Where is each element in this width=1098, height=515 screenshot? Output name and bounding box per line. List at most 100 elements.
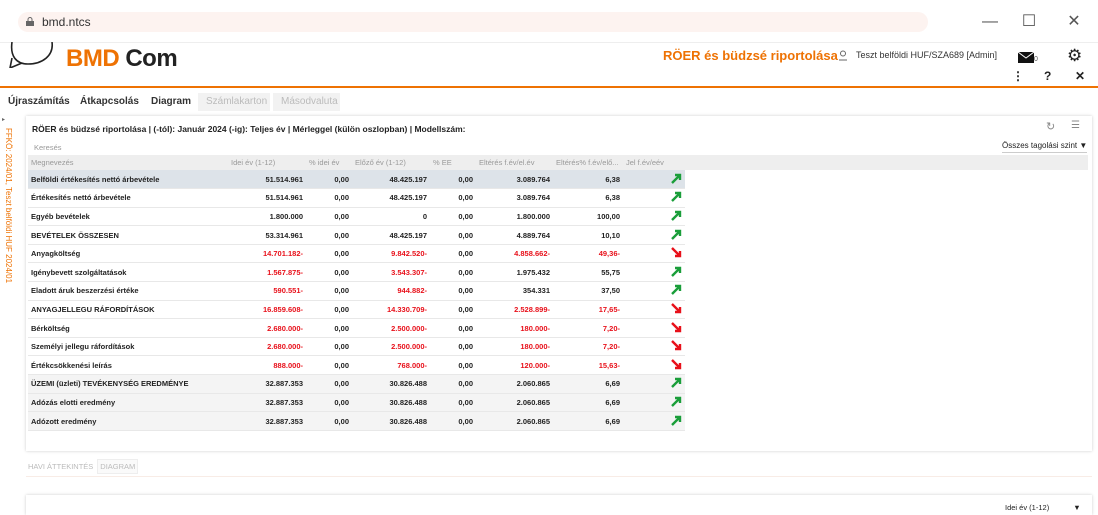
- diagram-button[interactable]: Diagram: [151, 96, 192, 107]
- switch-button[interactable]: Átkapcsolás: [80, 96, 139, 107]
- expand-arrow-icon[interactable]: ▸: [2, 117, 6, 123]
- cell-value: 0,00: [430, 374, 476, 394]
- search-input[interactable]: Keresés: [34, 143, 62, 152]
- row-label: ÜZEMI (üzleti) TEVÉKENYSÉG EREDMÉNYE: [28, 374, 228, 394]
- header-divider: [0, 86, 1098, 88]
- column-header[interactable]: Eltérés% f.év/elő...: [556, 158, 619, 167]
- tab-diagram[interactable]: DIAGRAM: [97, 459, 139, 474]
- trend-up-icon: [623, 170, 685, 190]
- table-row[interactable]: Adózás elotti eredmény 32.887.353 0,00 30.8…: [28, 393, 685, 413]
- list-icon[interactable]: ☰: [1071, 120, 1080, 131]
- cell-value: 0,00: [430, 207, 476, 227]
- cell-value: 3.089.764: [476, 170, 553, 190]
- close-app-icon[interactable]: ✕: [1075, 69, 1086, 83]
- cell-value: 180.000-: [476, 318, 553, 338]
- table-row[interactable]: Személyi jellegu ráfordítások 2.680.000- 0…: [28, 337, 685, 357]
- tab-monthly-overview[interactable]: HAVI ÁTTEKINTÉS: [28, 462, 94, 471]
- column-header[interactable]: Megnevezés: [31, 158, 74, 167]
- trend-down-icon: [623, 300, 685, 320]
- row-label: Értékcsökkenési leírás: [28, 355, 228, 376]
- account-card-button[interactable]: Számlakarton: [198, 93, 270, 111]
- cell-value: 0,00: [306, 244, 352, 264]
- cell-value: 49,36-: [553, 244, 623, 264]
- cell-value: 16.859.608-: [228, 300, 306, 320]
- cell-value: 0,00: [306, 207, 352, 227]
- refresh-icon[interactable]: ↻: [1046, 121, 1056, 133]
- more-vertical-icon[interactable]: ⋮: [1012, 69, 1024, 83]
- mail-icon: [1017, 51, 1035, 63]
- column-header[interactable]: Idei év (1-12): [231, 158, 276, 167]
- help-icon[interactable]: ?: [1044, 69, 1052, 83]
- cell-value: 6,38: [553, 170, 623, 190]
- cell-value: 6,38: [553, 188, 623, 208]
- table-row[interactable]: Eladott áruk beszerzési értéke 590.551- 0,…: [28, 281, 685, 301]
- cell-value: 0,00: [430, 393, 476, 413]
- row-label: ANYAGJELLEGU RÁFORDÍTÁSOK: [28, 300, 228, 320]
- trend-up-icon: [623, 207, 685, 227]
- cell-value: 0,00: [306, 225, 352, 245]
- row-label: Igénybevett szolgáltatások: [28, 262, 228, 283]
- cell-value: 2.528.899-: [476, 300, 553, 320]
- cell-value: 14.701.182-: [228, 244, 306, 264]
- cell-value: 48.425.197: [352, 188, 430, 208]
- row-label: Eladott áruk beszerzési értéke: [28, 281, 228, 301]
- column-header[interactable]: % idei év: [309, 158, 340, 167]
- cell-value: 0,00: [430, 337, 476, 357]
- address-bar[interactable]: bmd.ntcs: [18, 12, 928, 32]
- table-row[interactable]: Belföldi értékesítés nettó árbevétele 51.…: [28, 170, 685, 190]
- table-row[interactable]: Értékcsökkenési leírás 888.000- 0,00 768.00…: [28, 355, 685, 376]
- row-label: Bérköltség: [28, 318, 228, 338]
- table-row[interactable]: Igénybevett szolgáltatások 1.567.875- 0,00…: [28, 262, 685, 283]
- cell-value: 2.680.000-: [228, 318, 306, 338]
- row-label: Adózott eredmény: [28, 411, 228, 431]
- close-window-button[interactable]: ✕: [1067, 13, 1081, 30]
- column-header[interactable]: % EE: [433, 158, 452, 167]
- level-select[interactable]: Összes tagolási szint ▼: [1002, 139, 1088, 153]
- cell-value: 6,69: [553, 393, 623, 413]
- trend-up-icon: [623, 262, 685, 283]
- row-label: BEVÉTELEK ÖSSZESEN: [28, 225, 228, 245]
- mail-button[interactable]: 0: [1017, 50, 1038, 68]
- cell-value: 0,00: [306, 337, 352, 357]
- cell-value: 768.000-: [352, 355, 430, 376]
- cell-value: 1.567.875-: [228, 262, 306, 283]
- row-label: Egyéb bevételek: [28, 207, 228, 227]
- maximize-button[interactable]: ☐: [1021, 13, 1037, 30]
- table-row[interactable]: Bérköltség 2.680.000- 0,00 2.500.000- 0,00 18…: [28, 318, 685, 338]
- chart-panel: [26, 495, 1092, 515]
- table-row[interactable]: Értékesítés nettó árbevétele 51.514.961 0,…: [28, 188, 685, 208]
- column-header[interactable]: Előző év (1-12): [355, 158, 406, 167]
- table-row[interactable]: Adózott eredmény 32.887.353 0,00 30.826.488…: [28, 411, 685, 431]
- trend-up-icon: [623, 411, 685, 431]
- cell-value: 0,00: [430, 225, 476, 245]
- cell-value: 0,00: [306, 281, 352, 301]
- second-currency-button[interactable]: Másodvaluta: [273, 93, 340, 111]
- logo: BMD Com: [66, 45, 178, 72]
- period-select[interactable]: Idei év (1-12) ▼: [1005, 503, 1081, 512]
- table-row[interactable]: Egyéb bevételek 1.800.000 0,00 0 0,00 1.800.0…: [28, 207, 685, 227]
- gear-icon[interactable]: ⚙: [1067, 46, 1083, 65]
- app-title: RÖER és büdzsé riportolása: [663, 48, 838, 63]
- cell-value: 0,00: [430, 300, 476, 320]
- bottom-tabs: HAVI ÁTTEKINTÉS DIAGRAM: [26, 459, 140, 474]
- cell-value: 944.882-: [352, 281, 430, 301]
- cell-value: 1.800.000: [476, 207, 553, 227]
- column-header[interactable]: Jel f.év/eév: [626, 158, 664, 167]
- table-row[interactable]: BEVÉTELEK ÖSSZESEN 53.314.961 0,00 48.425.1…: [28, 225, 685, 245]
- report-panel: RÖER és büdzsé riportolása | (-tól): Jan…: [26, 116, 1092, 451]
- table-row[interactable]: ANYAGJELLEGU RÁFORDÍTÁSOK 16.859.608- 0,00…: [28, 300, 685, 320]
- cell-value: 30.826.488: [352, 393, 430, 413]
- cell-value: 0,00: [430, 318, 476, 338]
- column-header[interactable]: Eltérés f.év/el.év: [479, 158, 535, 167]
- cell-value: 2.500.000-: [352, 337, 430, 357]
- user-label[interactable]: Teszt belföldi HUF/SZA689 [Admin]: [856, 50, 998, 60]
- minimize-button[interactable]: —: [982, 13, 998, 30]
- cell-value: 51.514.961: [228, 170, 306, 190]
- recalculate-button[interactable]: Újraszámítás: [8, 96, 70, 107]
- cell-value: 7,20-: [553, 318, 623, 338]
- table-row[interactable]: ÜZEMI (üzleti) TEVÉKENYSÉG EREDMÉNYE 32.8…: [28, 374, 685, 394]
- cell-value: 15,63-: [553, 355, 623, 376]
- table-row[interactable]: Anyagköltség 14.701.182- 0,00 9.842.520- 0,0…: [28, 244, 685, 264]
- trend-up-icon: [623, 188, 685, 208]
- cell-value: 30.826.488: [352, 411, 430, 431]
